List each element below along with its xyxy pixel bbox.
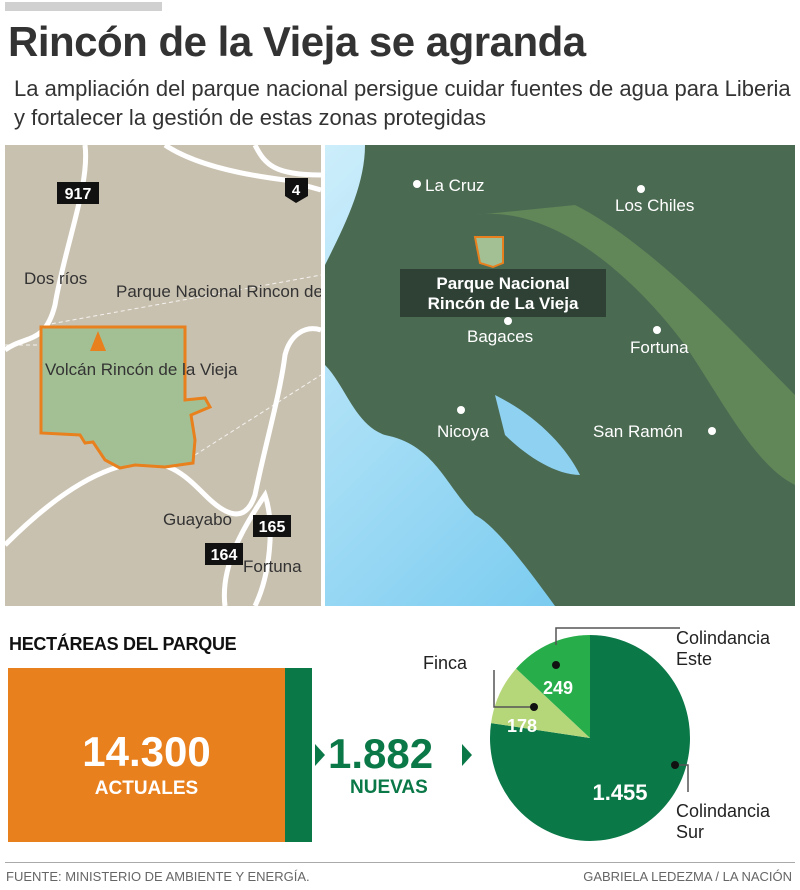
slice-value-label: 249 xyxy=(543,678,573,698)
subtitle: La ampliación del parque nacional persig… xyxy=(14,76,791,130)
arrow-right-icon xyxy=(462,744,472,766)
page-title: Rincón de la Vieja se agranda xyxy=(8,18,586,65)
svg-text:164: 164 xyxy=(211,547,238,564)
park-label-region-2: Rincón de La Vieja xyxy=(428,294,579,313)
volcano-icon xyxy=(90,331,106,351)
park-label: Parque Nacional Rincon de la Vieja xyxy=(116,282,321,301)
legend-label: Finca xyxy=(423,653,468,673)
detail-map: 917 4 165 164 Dos ríos Guayabo Fortuna P… xyxy=(5,145,321,606)
current-hectares-box: 14.300 ACTUALES xyxy=(8,668,285,842)
source-note: FUENTE: MINISTERIO DE AMBIENTE Y ENERGÍA… xyxy=(6,869,310,884)
place-la-cruz: La Cruz xyxy=(425,176,485,195)
park-label-region-1: Parque Nacional xyxy=(436,274,569,293)
credit: GABRIELA LEDEZMA / LA NACIÓN xyxy=(583,869,792,884)
place-dos-rios: Dos ríos xyxy=(24,269,87,288)
park-marker xyxy=(473,236,504,269)
legend-label: Colindancia Sur xyxy=(676,801,771,842)
pie-chart: 1.455 178 249 Colindancia Sur Finca Colindanc… xyxy=(423,627,771,842)
new-label: NUEVAS xyxy=(350,777,428,798)
place-bagaces: Bagaces xyxy=(467,327,533,346)
slice-value-label: 1.455 xyxy=(592,780,647,805)
place-fortuna-region: Fortuna xyxy=(630,338,689,357)
route-917: 917 xyxy=(57,182,99,204)
route-165: 165 xyxy=(253,515,291,537)
svg-text:4: 4 xyxy=(292,182,301,199)
new-value: 1.882 xyxy=(328,730,434,777)
new-hectares-strip xyxy=(285,668,312,842)
place-los-chiles: Los Chiles xyxy=(615,196,694,215)
svg-text:165: 165 xyxy=(259,519,286,536)
arrow-right-icon xyxy=(315,744,325,766)
route-4: 4 xyxy=(285,178,308,203)
section-title: HECTÁREAS DEL PARQUE xyxy=(9,634,237,654)
route-164: 164 xyxy=(205,543,243,565)
place-san-ramon: San Ramón xyxy=(593,422,683,441)
current-value: 14.300 xyxy=(82,728,211,775)
place-nicoya: Nicoya xyxy=(437,422,490,441)
place-fortuna: Fortuna xyxy=(243,557,302,576)
slice-value-label: 178 xyxy=(507,716,537,736)
region-map: La Cruz Los Chiles Bagaces Fortuna Nicoy… xyxy=(325,145,795,606)
pie-slice-finca xyxy=(491,668,590,738)
pie-slice-colindancia-este xyxy=(516,635,590,738)
current-label: ACTUALES xyxy=(94,778,199,799)
volcano-label: Volcán Rincón de la Vieja xyxy=(45,360,238,379)
svg-text:917: 917 xyxy=(65,186,92,203)
place-guayabo: Guayabo xyxy=(163,510,232,529)
legend-label: Colindancia Este xyxy=(676,628,771,669)
footer-divider xyxy=(5,862,795,863)
top-accent-bar xyxy=(5,2,162,11)
